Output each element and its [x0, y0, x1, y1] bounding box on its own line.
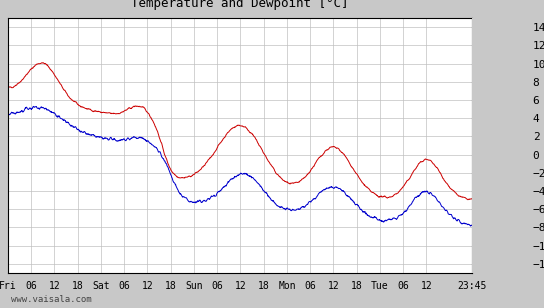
Text: 12: 12	[421, 281, 432, 291]
Text: Tue: Tue	[371, 281, 389, 291]
Text: Sun: Sun	[185, 281, 203, 291]
Text: 06: 06	[26, 281, 37, 291]
Text: Fri: Fri	[0, 281, 17, 291]
Text: 12: 12	[141, 281, 153, 291]
Text: www.vaisala.com: www.vaisala.com	[11, 295, 91, 305]
Text: 06: 06	[212, 281, 223, 291]
Text: Sat: Sat	[92, 281, 110, 291]
Text: 12: 12	[327, 281, 339, 291]
Text: 18: 18	[72, 281, 84, 291]
Text: 12: 12	[48, 281, 60, 291]
Text: 18: 18	[165, 281, 177, 291]
Text: Mon: Mon	[278, 281, 296, 291]
Text: 06: 06	[304, 281, 316, 291]
Text: 12: 12	[234, 281, 246, 291]
Text: 23:45: 23:45	[458, 281, 487, 291]
Text: 18: 18	[351, 281, 363, 291]
Text: 06: 06	[397, 281, 409, 291]
Text: Temperature and Dewpoint [°C]: Temperature and Dewpoint [°C]	[131, 0, 349, 10]
Text: 18: 18	[258, 281, 270, 291]
Text: 06: 06	[119, 281, 130, 291]
